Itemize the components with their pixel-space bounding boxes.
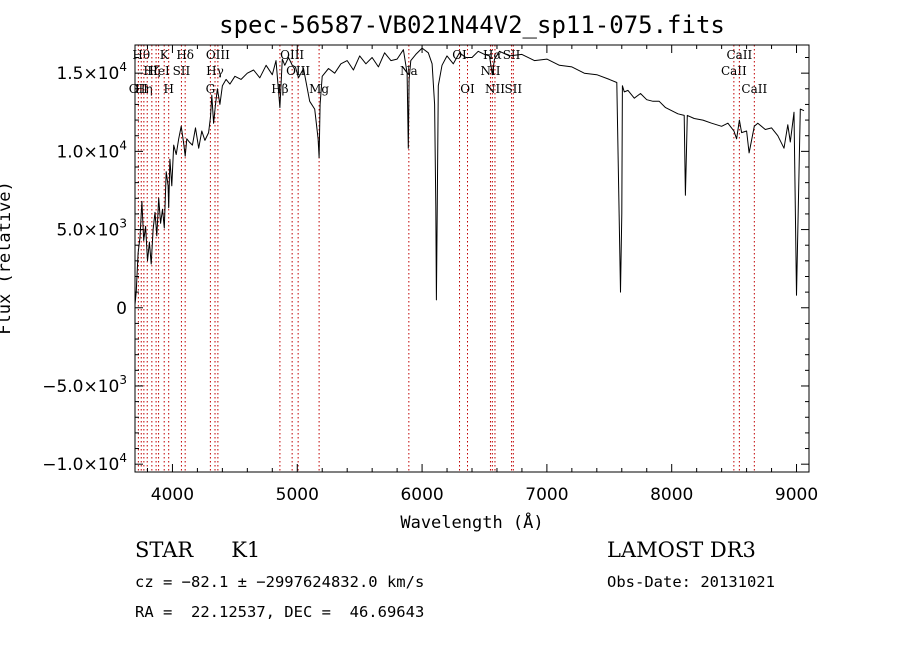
y-tick-label: 0: [116, 299, 127, 319]
y-tick-label: −5.0×103: [42, 373, 127, 397]
line-label: OI: [460, 82, 475, 96]
chart-title: spec-56587-VB021N44V2_sp11-075.fits: [219, 11, 725, 39]
line-label: Hα: [483, 48, 502, 62]
y-axis-label: Flux (relative): [0, 181, 15, 335]
line-label: G: [206, 82, 216, 96]
x-tick-label: 9000: [775, 485, 818, 505]
subclass-label: K1: [231, 538, 261, 562]
line-label: CaII: [726, 48, 752, 62]
line-label: Hβ: [271, 82, 288, 96]
x-tick-label: 5000: [276, 485, 319, 505]
line-label: OIII: [280, 48, 304, 62]
line-label: CaII: [721, 64, 747, 78]
line-label: HeI: [147, 64, 170, 78]
line-label: H: [163, 82, 173, 96]
line-label: K: [160, 48, 170, 62]
redshift-line: cz = −82.1 ± −2997624832.0 km/s: [135, 573, 425, 591]
y-tick-label: −1.0×104: [42, 451, 127, 475]
line-label: CaII: [741, 82, 767, 96]
x-tick-label: 4000: [151, 485, 194, 505]
line-label: OI: [452, 48, 467, 62]
y-tick-label: 1.5×104: [56, 60, 127, 84]
y-tick-label: 5.0×103: [56, 217, 127, 241]
spectrum-line: [134, 47, 805, 305]
line-label: NII: [485, 82, 505, 96]
line-label: OIII: [206, 48, 230, 62]
line-label: Hγ: [206, 64, 224, 78]
line-label: Na: [400, 64, 418, 78]
line-label: Hδ: [176, 48, 194, 62]
plot-frame: [134, 44, 810, 473]
x-tick-label: 7000: [525, 485, 568, 505]
line-label: NII: [480, 64, 500, 78]
x-tick-label: 6000: [400, 485, 443, 505]
line-label: SII: [504, 82, 522, 96]
class-label: STAR: [135, 538, 194, 562]
reference-lines: OIIHθHηHζHeIKHSIIHδGHγOIIIHβOIIIOIIIMgNa…: [129, 45, 767, 472]
line-label: Hη: [135, 82, 153, 96]
coordinates: RA = 22.12537, DEC = 46.69643: [135, 603, 425, 621]
object-class: STAR K1: [135, 538, 260, 562]
axis-ticks: 4000 5000 6000 7000 8000 9000 1.5×104 1.0×104 5.…: [42, 45, 818, 505]
x-tick-label: 8000: [650, 485, 693, 505]
spectrum-series: [134, 47, 805, 305]
obs-date: Obs-Date: 20131021: [607, 573, 775, 591]
line-label: SII: [503, 48, 521, 62]
survey-name: LAMOST DR3: [607, 538, 756, 562]
y-tick-label: 1.0×104: [56, 138, 127, 162]
line-label: Mg: [309, 82, 329, 96]
line-label: SII: [173, 64, 191, 78]
x-axis-label: Wavelength (Å): [400, 511, 543, 533]
line-label: Hθ: [132, 48, 150, 62]
